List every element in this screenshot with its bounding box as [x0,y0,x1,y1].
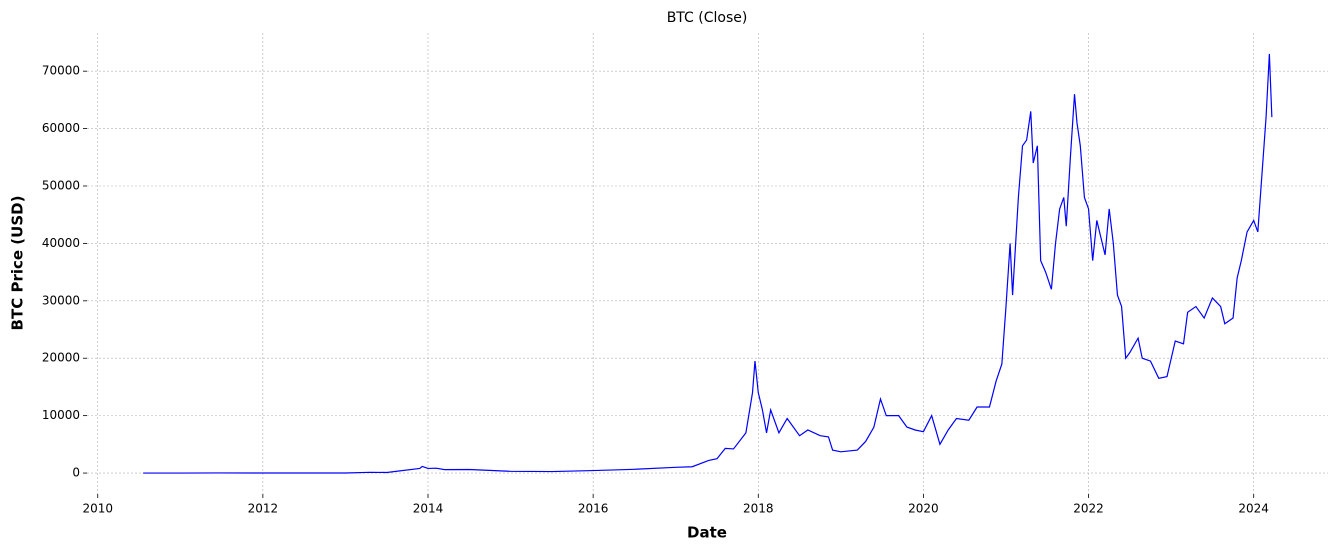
x-tick-label: 2014 [413,502,444,516]
y-axis-label: BTC Price (USD) [9,196,27,331]
price-line [143,53,1273,474]
x-tick-label: 2022 [1073,502,1104,516]
x-tick-label: 2016 [578,502,609,516]
chart-title: BTC (Close) [667,10,748,26]
y-tick-label: 40000 [42,236,80,250]
y-tick-label: 20000 [42,351,80,365]
x-tick-label: 2012 [248,502,279,516]
y-tick-label: 30000 [42,293,80,307]
y-tick-label: 10000 [42,408,80,422]
y-tick-label: 70000 [42,64,80,78]
y-tick-label: 60000 [42,121,80,135]
x-axis-label: Date [687,524,727,542]
y-tick-label: 50000 [42,178,80,192]
x-tick-label: 2010 [82,502,113,516]
x-tick-label: 2020 [908,502,939,516]
x-tick-label: 2018 [743,502,774,516]
y-tick-label: 0 [72,466,80,480]
x-tick-label: 2024 [1238,502,1269,516]
